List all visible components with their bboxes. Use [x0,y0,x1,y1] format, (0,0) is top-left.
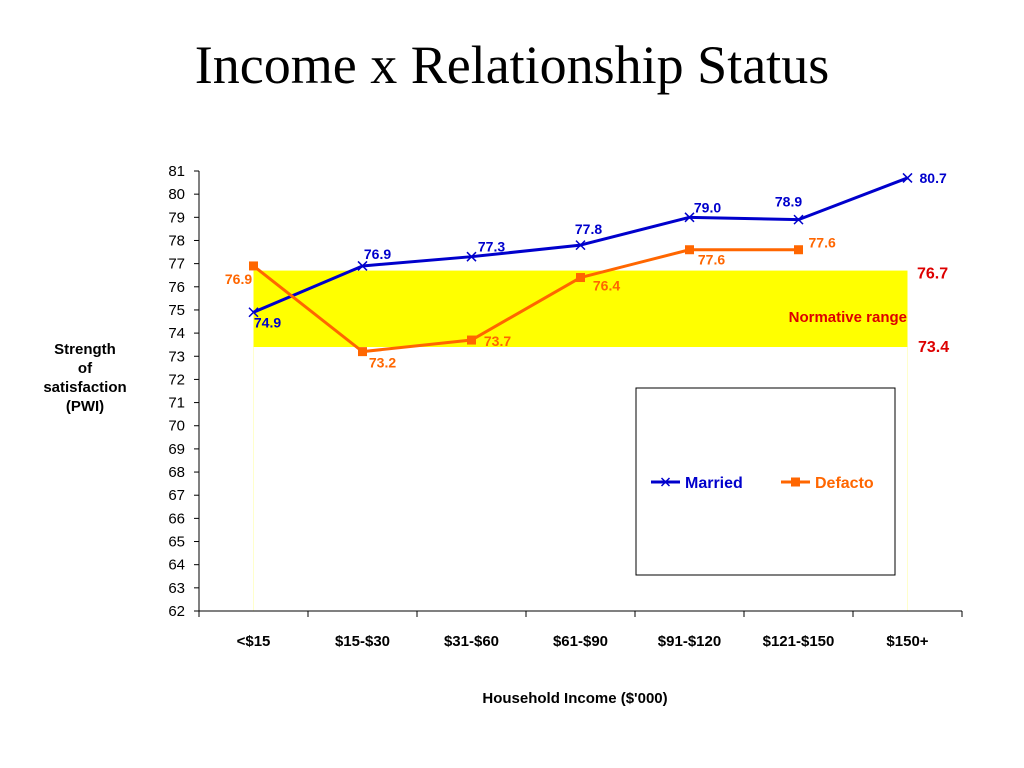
legend-marker-square [791,477,800,487]
y-axis-title-line: Strength [54,341,116,358]
axes [194,170,963,617]
legend-label: Married [685,475,743,492]
x-tick-label: $15-$30 [335,633,390,650]
data-label-married: 79.0 [694,199,721,215]
data-label-married: 74.9 [254,314,281,330]
data-label-defacto: 77.6 [698,252,725,268]
x-tick-label: <$15 [237,633,271,650]
y-tick-label: 73 [168,348,185,365]
y-tick-label: 64 [168,557,185,574]
data-point-defacto [685,245,694,255]
legend-item-married: Married [651,475,743,492]
data-label-married: 80.7 [920,170,947,186]
y-tick-label: 66 [168,510,185,527]
y-axis-title: Strength of satisfaction (PWI) [43,341,126,415]
y-tick-label: 72 [168,371,185,388]
y-tick-label: 74 [168,325,185,342]
data-label-defacto: 73.2 [369,355,396,371]
y-axis-title-line: satisfaction [43,379,126,396]
legend: Married Defacto [635,387,896,576]
y-tick-label: 62 [168,603,185,620]
data-point-married [466,251,477,262]
slide-title: Income x Relationship Status [194,35,830,95]
x-tick-labels: <$15 $15-$30 $31-$60 $61-$90 $91-$120 $121-$1… [237,633,929,650]
y-tick-label: 76 [168,279,185,296]
legend-item-defacto: Defacto [781,475,874,492]
legend-items: Married Defacto [651,475,874,492]
y-tick-label: 75 [168,302,185,319]
legend-label: Defacto [815,475,874,492]
y-tick-label: 78 [168,232,185,249]
data-point-married [684,212,695,223]
data-label-defacto: 77.6 [809,235,836,251]
x-tick-label: $150+ [886,633,928,650]
data-point-defacto [358,347,367,357]
y-tick-label: 77 [168,256,185,273]
data-point-defacto [467,335,476,345]
normative-range-band [253,270,908,347]
series-line-defacto [252,248,799,354]
y-axis-title-line: of [78,360,93,377]
y-tick-labels: 62 63 64 65 66 67 68 69 70 71 72 73 74 75 76 77 78 79 80 81 [168,163,185,620]
data-label-defacto: 76.4 [593,278,620,294]
y-tick-label: 65 [168,534,185,551]
data-point-married [575,240,586,251]
data-label-defacto: 76.9 [225,271,252,287]
y-tick-label: 67 [168,487,185,504]
y-tick-label: 71 [168,395,185,412]
data-point-married [793,214,804,225]
data-label-defacto: 73.7 [484,333,511,349]
data-label-married: 76.9 [364,246,391,262]
series-married: 74.9 76.9 77.3 77.8 79.0 78.9 80.7 [248,170,947,330]
legend-marker-x [660,477,671,487]
data-point-defacto [794,245,803,255]
data-label-married: 77.3 [478,239,505,255]
data-point-defacto [576,273,585,283]
data-label-married: 77.8 [575,221,602,237]
series-layer: 74.9 76.9 77.3 77.8 79.0 78.9 80.7 76.9 73.2 73.7… [225,170,947,371]
x-tick-label: $61-$90 [553,633,608,650]
x-tick-label: $91-$120 [658,633,721,650]
data-point-married [248,307,259,318]
x-tick-label: $31-$60 [444,633,499,650]
data-point-married [357,260,368,271]
normative-range-label: Normative range [789,309,907,326]
data-point-defacto [249,261,258,271]
y-tick-label: 79 [168,209,185,226]
x-tick-label: $121-$150 [763,633,835,650]
y-tick-label: 69 [168,441,185,458]
y-tick-label: 80 [168,186,185,203]
y-tick-label: 63 [168,580,185,597]
y-axis-title-line: (PWI) [66,398,104,415]
x-axis-title: Household Income ($'000) [482,690,667,707]
data-point-married [902,172,913,183]
normative-upper-label: 76.7 [917,266,948,283]
y-tick-label: 81 [168,163,185,180]
series-defacto: 76.9 73.2 73.7 76.4 77.6 77.6 [225,235,836,371]
y-tick-label: 70 [168,418,185,435]
normative-lower-label: 73.4 [918,339,949,356]
y-tick-label: 68 [168,464,185,481]
data-label-married: 78.9 [775,194,802,210]
